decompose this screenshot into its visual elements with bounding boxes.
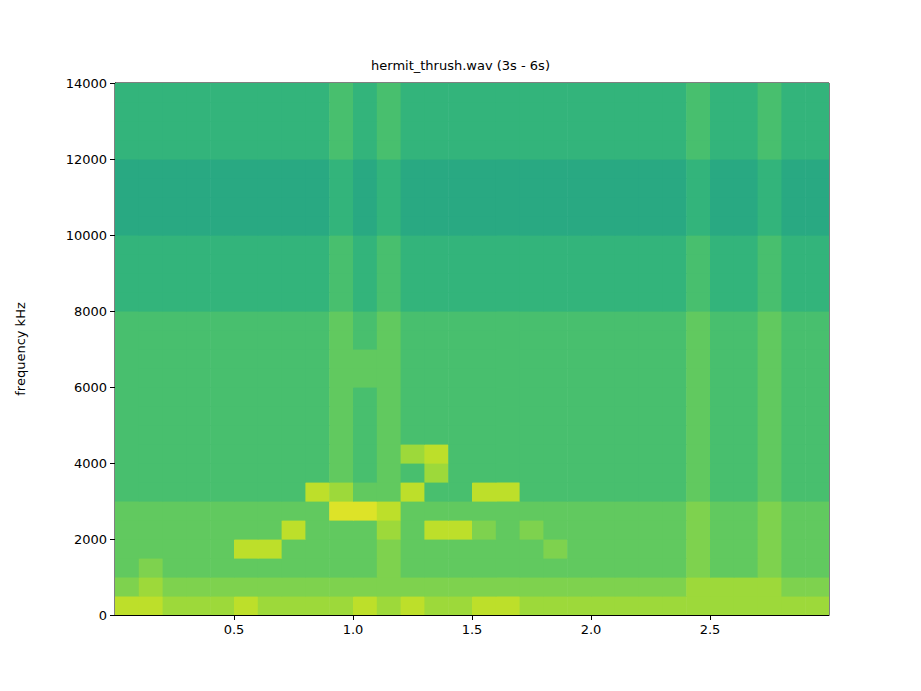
svg-text:2.5: 2.5 xyxy=(700,622,721,637)
svg-text:12000: 12000 xyxy=(66,152,107,167)
svg-text:14000: 14000 xyxy=(66,76,107,91)
svg-text:8000: 8000 xyxy=(74,304,107,319)
svg-text:10000: 10000 xyxy=(66,228,107,243)
svg-text:0.5: 0.5 xyxy=(224,622,245,637)
svg-text:2000: 2000 xyxy=(74,532,107,547)
svg-text:4000: 4000 xyxy=(74,456,107,471)
svg-text:frequency kHz: frequency kHz xyxy=(13,302,28,396)
svg-text:6000: 6000 xyxy=(74,380,107,395)
svg-text:1.0: 1.0 xyxy=(343,622,364,637)
svg-text:1.5: 1.5 xyxy=(462,622,483,637)
svg-text:hermit_thrush.wav (3s - 6s): hermit_thrush.wav (3s - 6s) xyxy=(371,58,550,73)
svg-text:2.0: 2.0 xyxy=(581,622,602,637)
svg-text:0: 0 xyxy=(99,608,107,623)
